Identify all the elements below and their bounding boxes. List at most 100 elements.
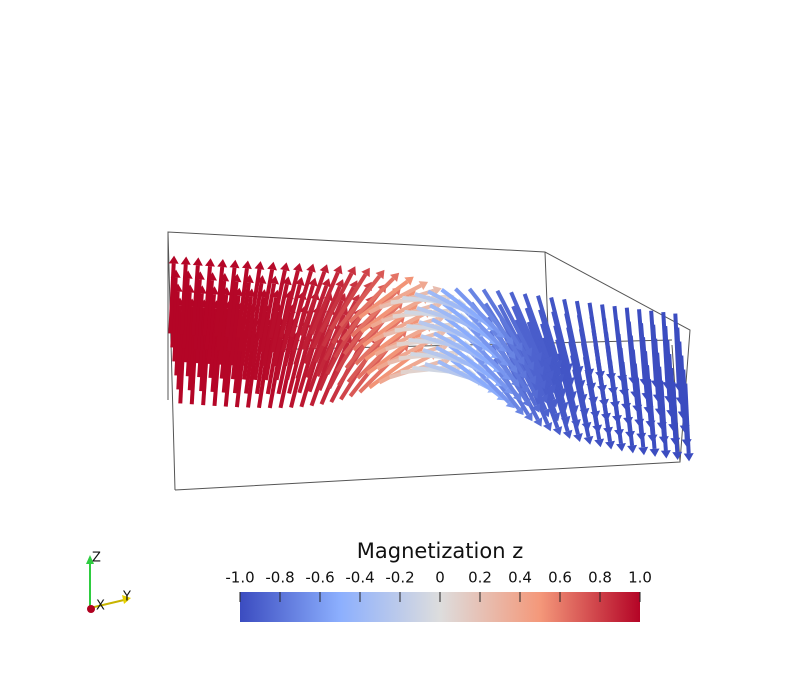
glyph-head (652, 394, 663, 403)
glyph-head (571, 419, 581, 428)
glyph-head (534, 365, 545, 376)
glyph-head (267, 261, 278, 271)
glyph-shaft (248, 282, 264, 353)
glyph-head (567, 391, 577, 400)
glyph-shaft (195, 293, 204, 364)
glyph-head (573, 433, 583, 442)
glyph-head (664, 395, 675, 404)
glyph-shaft (372, 311, 426, 343)
glyph-shaft (587, 302, 603, 372)
glyph-head (621, 402, 632, 412)
glyph-shaft (185, 306, 194, 377)
glyph-head (675, 397, 686, 406)
glyph-head (418, 281, 429, 290)
glyph-shaft (193, 279, 202, 350)
glyph-shaft (562, 298, 581, 368)
glyph-shaft (549, 296, 570, 365)
glyph-shaft (206, 294, 216, 365)
glyph-head (623, 416, 634, 426)
glyph-head (347, 266, 357, 276)
glyph-shaft (215, 280, 227, 351)
glyph-shaft (354, 318, 401, 366)
glyph-shaft (301, 285, 329, 351)
glyph-head (647, 434, 658, 443)
glyph-shaft (374, 325, 428, 357)
glyph-head (668, 423, 679, 432)
glyph-head (542, 356, 553, 366)
glyph-head (337, 293, 347, 303)
glyph-head (645, 420, 656, 429)
glyph-shaft (511, 305, 542, 369)
glyph-head (180, 256, 191, 265)
glyph-shaft (509, 291, 540, 355)
glyph-shaft (197, 307, 206, 378)
tick-label: -0.8 (265, 569, 294, 587)
glyph-head (625, 430, 636, 440)
glyph-head (508, 363, 518, 374)
tick-label: 1.0 (628, 569, 652, 587)
glyph-shaft (240, 296, 253, 366)
axis-label: Y (122, 590, 131, 605)
glyph-head (612, 414, 622, 424)
glyph-head (532, 351, 543, 362)
glyph-head (636, 432, 647, 442)
glyph-shaft (246, 268, 262, 339)
glyph-head (581, 421, 592, 431)
glyph-head (319, 264, 330, 274)
glyph-shaft (649, 310, 658, 381)
glyph-shaft (637, 309, 647, 380)
glyph-head (536, 379, 547, 390)
glyph-shaft (467, 287, 511, 341)
glyph-head (192, 257, 203, 266)
axis-label: Z (92, 551, 101, 566)
glyph-shaft (228, 295, 241, 366)
glyph-head (672, 451, 683, 460)
glyph-head (677, 411, 688, 420)
glyph-shaft (172, 291, 180, 362)
glyph-shaft (356, 332, 403, 380)
glyph-head (616, 442, 626, 452)
glyph-head (254, 261, 265, 270)
glyph-shaft (236, 268, 249, 338)
glyph-head (627, 444, 638, 454)
axis-label: X (96, 599, 105, 614)
glyph-head (521, 397, 531, 408)
glyph-shaft (174, 305, 182, 376)
glyph-head (608, 386, 618, 396)
glyph-shaft (268, 269, 287, 339)
glyph-head (586, 382, 597, 392)
tick-label: 0.6 (548, 569, 572, 587)
glyph-shaft (257, 269, 275, 339)
glyph-shaft (329, 273, 368, 331)
color-legend: Magnetization z -1.0 -0.8 -0.6 -0.4 -0.2 0 0.2… (225, 539, 652, 622)
glyph-head (523, 347, 533, 357)
glyph-shaft (352, 304, 399, 352)
glyph-head (361, 267, 370, 278)
tick-label: 0.8 (588, 569, 612, 587)
glyph-head (533, 417, 543, 427)
glyph-shaft (224, 267, 237, 338)
glyph-shaft (624, 307, 636, 378)
glyph-head (542, 421, 553, 432)
glyph-shaft (279, 270, 300, 338)
glyph-head (563, 363, 573, 372)
glyph-head (614, 428, 624, 438)
glyph-shaft (170, 277, 178, 348)
glyph-shaft (574, 300, 592, 370)
glyph-head (512, 391, 522, 402)
glyph-shaft (281, 284, 302, 352)
glyph-head (552, 359, 563, 369)
glyph-shaft (522, 293, 550, 359)
glyph-head (630, 390, 641, 400)
tick-label: 0.2 (468, 569, 492, 587)
glyph-head (594, 438, 605, 448)
glyph-head (650, 380, 661, 389)
glyph-head (293, 262, 303, 272)
glyph-head (575, 379, 586, 389)
glyph-head (649, 448, 660, 457)
glyph-shaft (338, 274, 382, 328)
glyph-head (679, 425, 690, 434)
glyph-head (654, 408, 665, 417)
glyph-head (556, 387, 567, 397)
